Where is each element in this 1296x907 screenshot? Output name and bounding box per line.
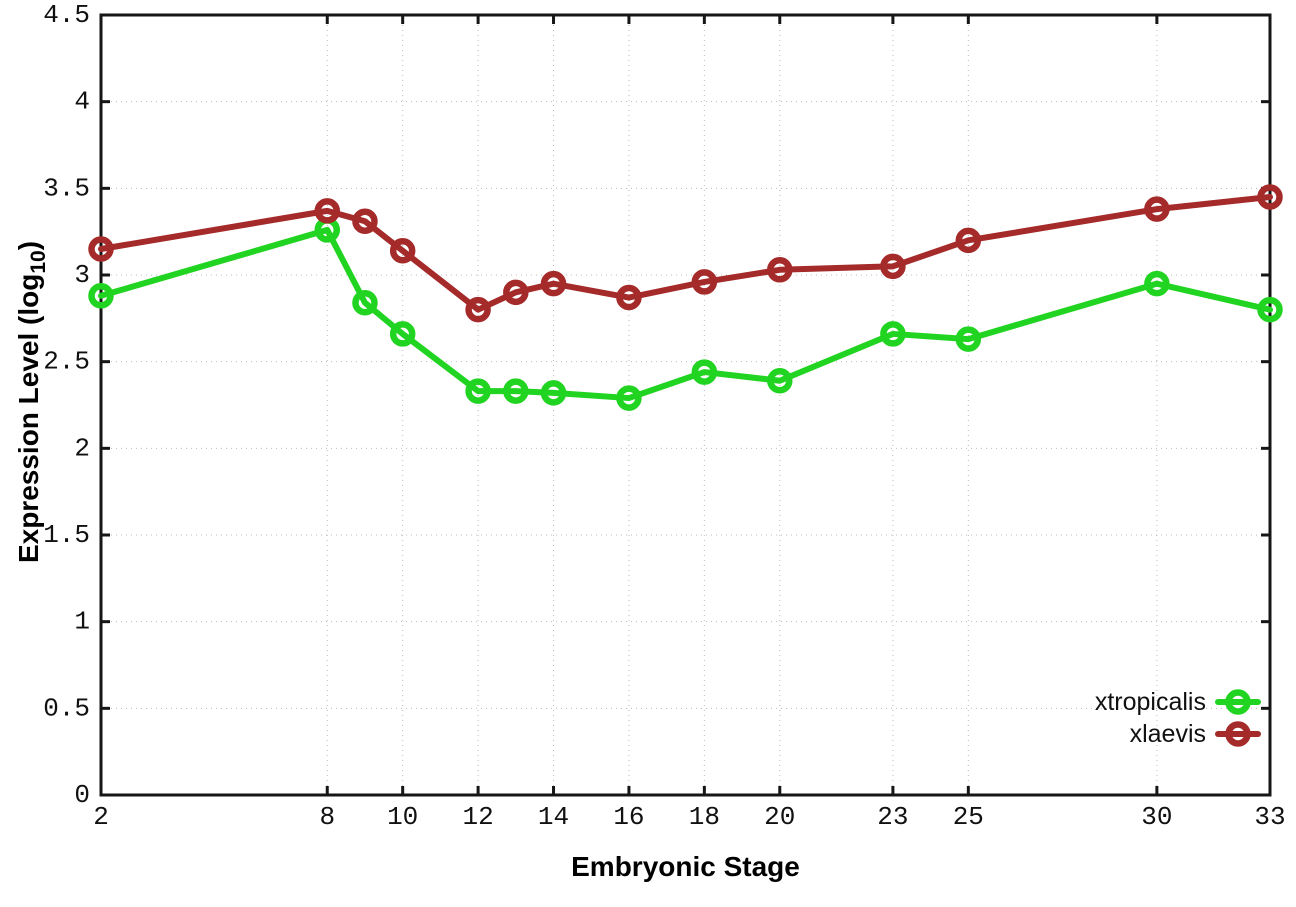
marker-xlaevis	[540, 270, 567, 297]
x-tick-label: 25	[953, 802, 984, 832]
marker-xtropicalis	[540, 380, 567, 406]
legend-sample-marker-xtropicalis	[1225, 689, 1251, 715]
x-tick-label: 8	[319, 802, 335, 832]
marker-xtropicalis	[955, 326, 982, 352]
marker-xlaevis	[352, 208, 378, 235]
x-tick-label: 18	[689, 802, 720, 832]
y-tick-label: 0.5	[43, 693, 90, 723]
marker-xtropicalis	[1144, 270, 1170, 297]
y-tick-label: 2.5	[43, 347, 90, 377]
grid-lines	[100, 14, 1271, 796]
y-tick-label: 0	[74, 780, 90, 810]
x-axis-title: Embryonic Stage	[571, 851, 800, 882]
marker-xlaevis	[691, 269, 718, 295]
x-tick-label: 14	[538, 802, 569, 832]
y-tick-label: 2	[74, 433, 90, 463]
y-axis-title-main: Expression Level (log	[13, 274, 44, 563]
marker-xlaevis	[465, 296, 491, 323]
marker-xtropicalis	[1257, 296, 1283, 323]
marker-xlaevis	[389, 237, 416, 264]
marker-xlaevis	[88, 236, 114, 262]
x-tick-label: 10	[387, 802, 418, 832]
marker-xtropicalis	[465, 378, 491, 404]
marker-xlaevis	[314, 198, 341, 224]
y-axis-title-subscript: 10	[27, 250, 50, 273]
y-tick-label: 1.5	[43, 520, 90, 550]
x-tick-label: 30	[1141, 802, 1172, 832]
marker-xtropicalis	[880, 321, 906, 347]
marker-xtropicalis	[88, 283, 114, 309]
marker-xlaevis	[503, 279, 529, 306]
marker-xlaevis	[955, 227, 982, 254]
legend-sample-marker-xlaevis	[1225, 721, 1251, 747]
y-axis-title: Expression Level (log10)	[13, 241, 50, 563]
marker-xlaevis	[767, 257, 793, 283]
data-series	[88, 184, 1283, 411]
legend-label-xtropicalis: xtropicalis	[1095, 688, 1206, 716]
legend: xtropicalis xlaevis	[1095, 688, 1261, 748]
axis-ticks	[99, 13, 1272, 797]
legend-label-xlaevis: xlaevis	[1130, 720, 1206, 748]
x-tick-label: 16	[613, 802, 644, 832]
marker-xtropicalis	[767, 367, 793, 394]
x-tick-label: 33	[1254, 802, 1285, 832]
marker-xlaevis	[1257, 184, 1283, 210]
marker-xtropicalis	[352, 289, 378, 316]
y-tick-label: 4.5	[43, 0, 90, 30]
y-tick-label: 3	[74, 260, 90, 290]
plot-border	[99, 13, 1272, 797]
x-tick-label: 20	[764, 802, 795, 832]
y-tick-label: 1	[74, 607, 90, 637]
marker-xtropicalis	[503, 378, 529, 404]
x-tick-label: 2	[93, 802, 109, 832]
y-axis-title-end: )	[13, 241, 44, 250]
marker-xlaevis	[1144, 196, 1170, 222]
plot-border-box	[99, 13, 1272, 797]
x-tick-label: 12	[462, 802, 493, 832]
x-tick-label: 23	[877, 802, 908, 832]
y-tick-label: 4	[74, 87, 90, 117]
marker-xtropicalis	[389, 321, 416, 347]
series-line-xtropicalis	[98, 226, 1273, 402]
series-line-xlaevis	[98, 194, 1273, 313]
marker-xlaevis	[616, 284, 642, 311]
marker-xtropicalis	[691, 359, 718, 385]
y-tick-label: 3.5	[43, 173, 90, 203]
marker-xlaevis	[880, 253, 906, 280]
tick-labels: 2 8 10 12 14 16 18 20 23 25 30 33 0 0.5 1 1.5 2 2.5 3 3.5 4 4…	[43, 0, 1285, 832]
marker-xtropicalis	[616, 385, 642, 411]
